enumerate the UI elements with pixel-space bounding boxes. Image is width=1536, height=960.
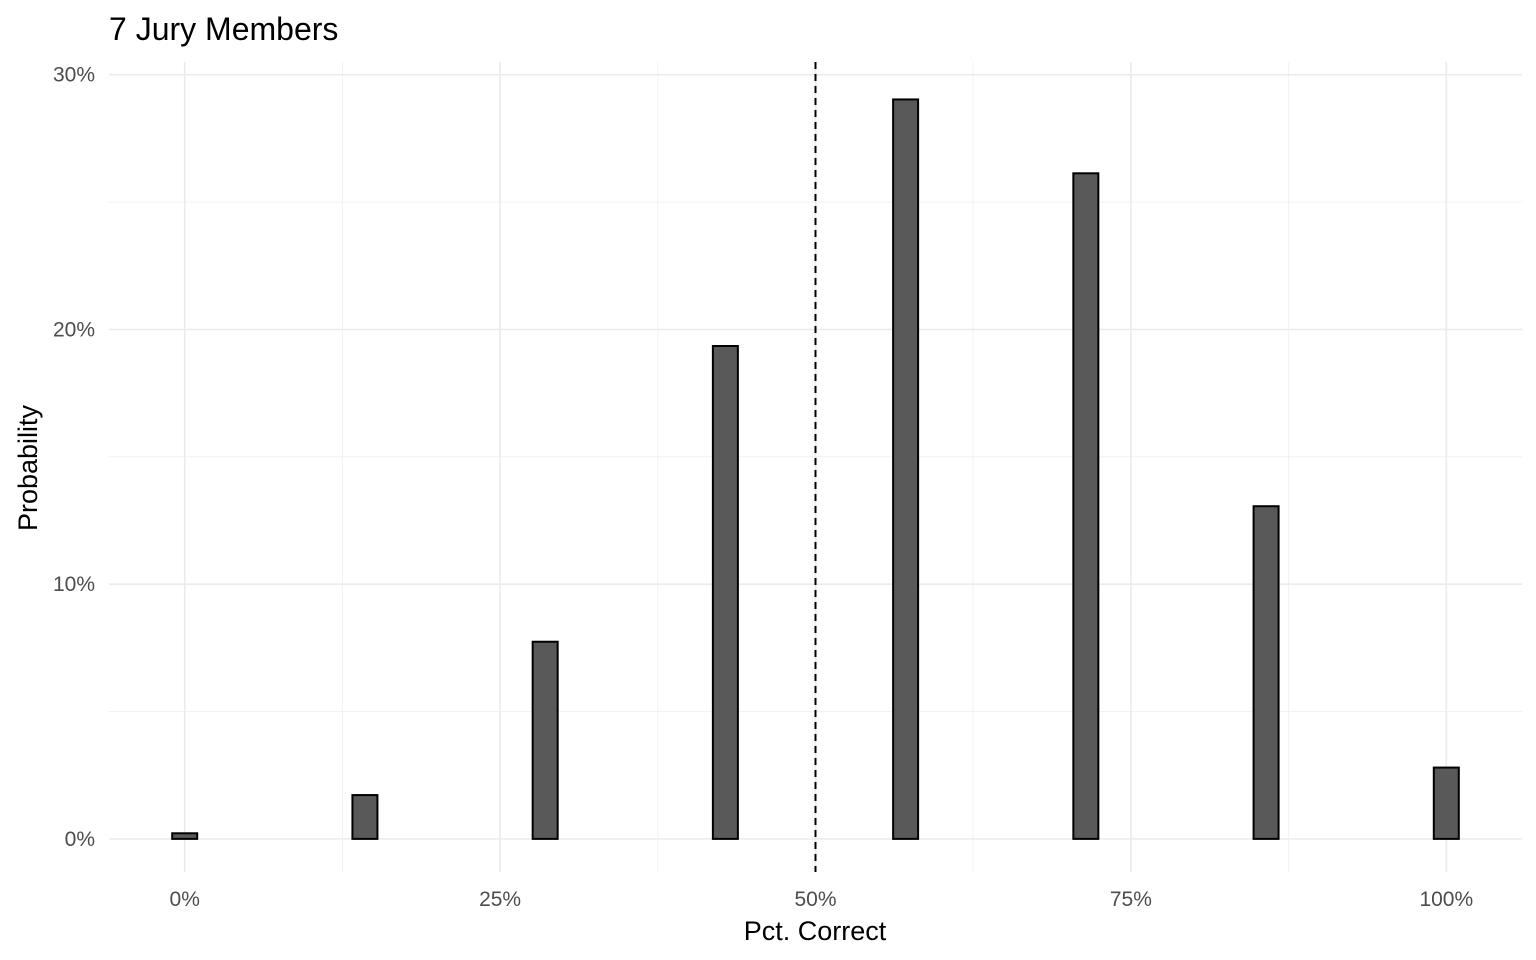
bar-5-of-7 [1072, 172, 1100, 840]
x-tick-label: 0% [170, 888, 200, 911]
bar-1-of-7 [351, 794, 379, 840]
x-tick-label: 25% [479, 888, 521, 911]
bar-3-of-7 [711, 345, 739, 840]
bar-2-of-7 [531, 640, 559, 840]
bar-0-of-7 [171, 832, 199, 840]
x-tick-label: 50% [794, 888, 836, 911]
bars-layer [171, 98, 1460, 840]
y-axis-title: Probability [13, 404, 43, 531]
x-tick-label: 75% [1110, 888, 1152, 911]
y-tick-label: 10% [53, 573, 95, 596]
y-tick-labels: 0% 10% 20% 30% [53, 64, 95, 851]
x-axis-title: Pct. Correct [744, 916, 887, 946]
y-tick-label: 30% [53, 64, 95, 87]
chart-title: 7 Jury Members [109, 11, 338, 47]
y-tick-label: 0% [65, 828, 95, 851]
y-tick-label: 20% [53, 318, 95, 341]
bar-4-of-7 [892, 98, 920, 840]
x-tick-label: 100% [1419, 888, 1473, 911]
bar-6-of-7 [1252, 505, 1280, 840]
bar-7-of-7 [1432, 766, 1460, 840]
x-tick-labels: 0% 25% 50% 75% 100% [170, 888, 1474, 911]
